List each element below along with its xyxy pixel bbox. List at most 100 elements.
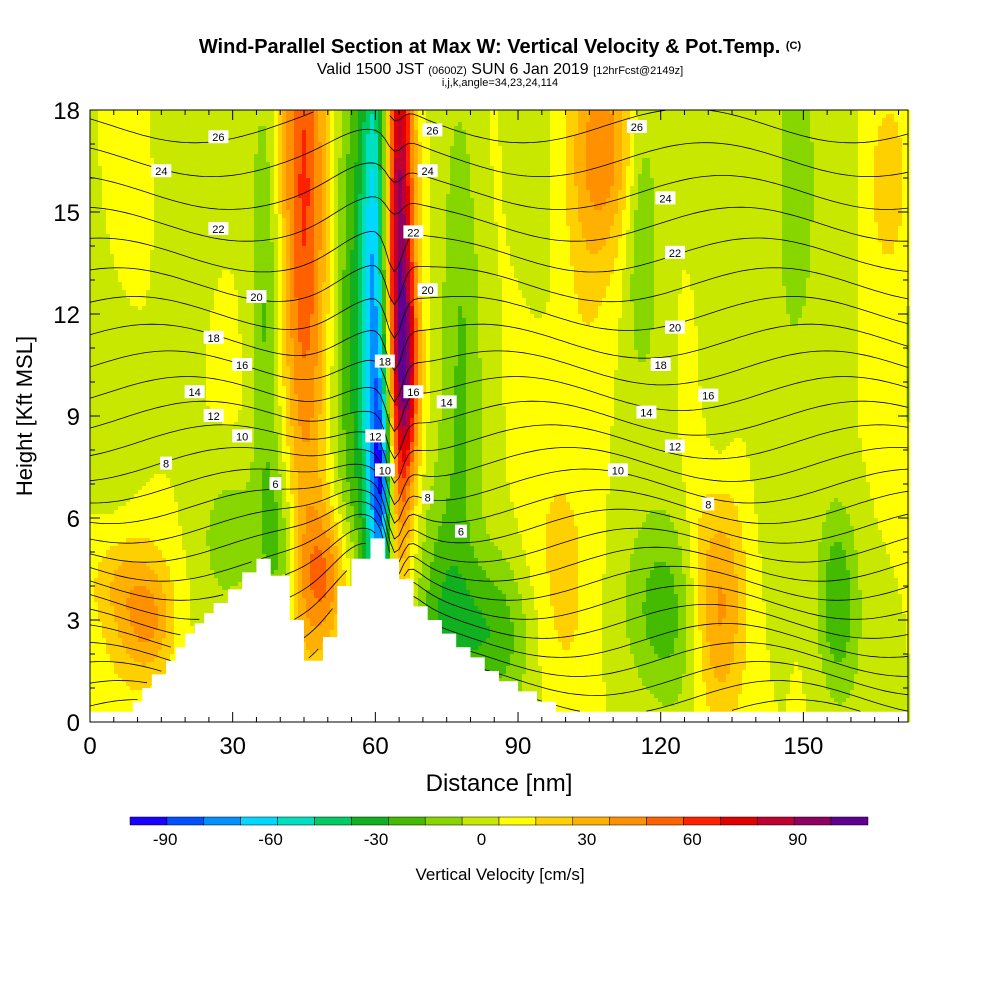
field-cell xyxy=(134,194,138,198)
field-cell xyxy=(358,122,362,126)
field-cell xyxy=(618,182,622,186)
field-cell xyxy=(142,202,146,206)
field-cell xyxy=(614,166,618,170)
field-cell xyxy=(554,126,558,130)
field-cell xyxy=(198,194,202,198)
field-cell xyxy=(618,186,622,190)
field-cell xyxy=(814,182,818,186)
field-cell xyxy=(570,146,574,150)
field-cell xyxy=(898,178,902,182)
field-cell xyxy=(458,170,462,174)
field-cell xyxy=(510,138,514,142)
field-cell xyxy=(878,194,882,198)
field-cell xyxy=(626,134,630,138)
field-cell xyxy=(534,154,538,158)
field-cell xyxy=(574,142,578,146)
field-cell xyxy=(558,162,562,166)
field-cell xyxy=(378,122,382,126)
field-cell xyxy=(390,142,394,146)
field-cell xyxy=(406,154,410,158)
field-cell xyxy=(90,182,94,186)
field-cell xyxy=(218,170,222,174)
field-cell xyxy=(338,186,342,190)
field-cell xyxy=(766,174,770,178)
field-cell xyxy=(646,194,650,198)
field-cell xyxy=(390,190,394,194)
field-cell xyxy=(342,178,346,182)
field-cell xyxy=(314,118,318,122)
field-cell xyxy=(670,110,674,114)
field-cell xyxy=(634,134,638,138)
field-cell xyxy=(646,134,650,138)
field-cell xyxy=(322,114,326,118)
field-cell xyxy=(746,166,750,170)
field-cell xyxy=(778,122,782,126)
field-cell xyxy=(182,178,186,182)
field-cell xyxy=(142,154,146,158)
field-cell xyxy=(102,114,106,118)
field-cell xyxy=(102,170,106,174)
field-cell xyxy=(334,110,338,114)
field-cell xyxy=(442,174,446,178)
field-cell xyxy=(226,202,230,206)
field-cell xyxy=(838,182,842,186)
field-cell xyxy=(242,118,246,122)
field-cell xyxy=(266,138,270,142)
field-cell xyxy=(218,154,222,158)
field-cell xyxy=(858,170,862,174)
field-cell xyxy=(554,162,558,166)
field-cell xyxy=(302,142,306,146)
field-cell xyxy=(238,126,242,130)
field-cell xyxy=(590,118,594,122)
field-cell xyxy=(502,166,506,170)
field-cell xyxy=(658,130,662,134)
field-cell xyxy=(890,178,894,182)
field-cell xyxy=(402,158,406,162)
field-cell xyxy=(114,202,118,206)
field-cell xyxy=(550,130,554,134)
field-cell xyxy=(830,162,834,166)
field-cell xyxy=(374,110,378,114)
field-cell xyxy=(678,166,682,170)
field-cell xyxy=(122,166,126,170)
field-cell xyxy=(706,194,710,198)
field-cell xyxy=(94,170,98,174)
field-cell xyxy=(866,198,870,202)
field-cell xyxy=(414,130,418,134)
field-cell xyxy=(502,162,506,166)
field-cell xyxy=(142,166,146,170)
field-cell xyxy=(602,178,606,182)
field-cell xyxy=(770,110,774,114)
field-cell xyxy=(618,146,622,150)
field-cell xyxy=(650,182,654,186)
field-cell xyxy=(670,186,674,190)
field-cell xyxy=(314,158,318,162)
field-cell xyxy=(814,130,818,134)
field-cell xyxy=(330,146,334,150)
field-cell xyxy=(890,118,894,122)
field-cell xyxy=(810,198,814,202)
field-cell xyxy=(262,154,266,158)
field-cell xyxy=(738,154,742,158)
field-cell xyxy=(610,154,614,158)
field-cell xyxy=(158,202,162,206)
field-cell xyxy=(686,146,690,150)
field-cell xyxy=(130,150,134,154)
field-cell xyxy=(538,170,542,174)
field-cell xyxy=(522,162,526,166)
field-cell xyxy=(102,118,106,122)
field-cell xyxy=(554,122,558,126)
field-cell xyxy=(654,142,658,146)
field-cell xyxy=(518,138,522,142)
field-cell xyxy=(114,130,118,134)
field-cell xyxy=(526,182,530,186)
field-cell xyxy=(494,182,498,186)
field-cell xyxy=(306,194,310,198)
field-cell xyxy=(114,162,118,166)
field-cell xyxy=(714,170,718,174)
field-cell xyxy=(254,182,258,186)
field-cell xyxy=(510,150,514,154)
field-cell xyxy=(778,178,782,182)
field-cell xyxy=(90,170,94,174)
field-cell xyxy=(402,122,406,126)
